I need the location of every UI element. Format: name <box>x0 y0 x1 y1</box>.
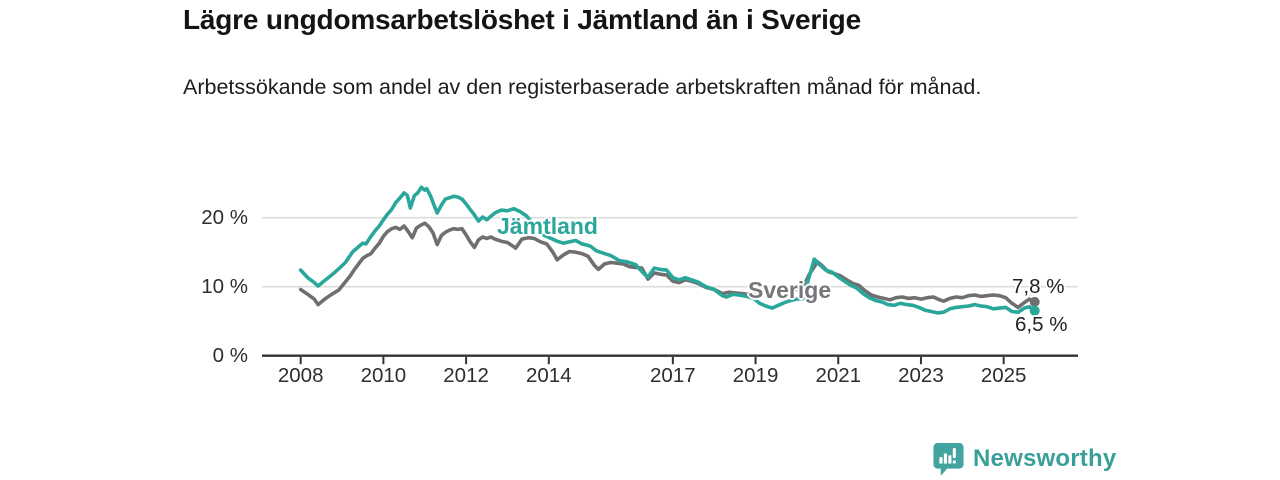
chart-subtitle: Arbetssökande som andel av den registerb… <box>183 75 982 99</box>
x-tick-label: 2021 <box>815 364 862 387</box>
newsworthy-logo-text: Newsworthy <box>973 445 1117 472</box>
newsworthy-logo-icon <box>933 443 964 476</box>
x-tick-label: 2010 <box>360 364 407 387</box>
series-label-jamtland: Jämtland <box>497 213 598 239</box>
x-tick-label: 2019 <box>732 364 779 387</box>
x-tick-label: 2012 <box>443 364 489 387</box>
end-value-label-sverige: 7,8 % <box>1012 275 1065 298</box>
jmtland-line <box>298 185 1037 315</box>
series-label-sverige: Sverige <box>748 277 832 303</box>
y-tick-label: 20 % <box>201 205 248 229</box>
x-tick-label: 2017 <box>650 364 696 387</box>
newsworthy-brand: Newsworthy <box>933 442 1116 476</box>
end-value-label-jamtland: 6,5 % <box>1015 313 1068 336</box>
x-tick-label: 2025 <box>980 364 1027 387</box>
y-tick-label: 0 % <box>212 343 248 367</box>
x-tick-label: 2008 <box>277 364 324 387</box>
chart-title: Lägre ungdomsarbetslöshet i Jämtland än … <box>183 4 861 35</box>
jmtland-end-dot <box>1029 305 1040 316</box>
sverige-line <box>298 221 1037 310</box>
x-tick-label: 2023 <box>898 364 944 387</box>
y-tick-label: 10 % <box>201 274 248 298</box>
x-tick-label: 2014 <box>525 364 572 387</box>
sverige-end-dot <box>1029 296 1040 307</box>
